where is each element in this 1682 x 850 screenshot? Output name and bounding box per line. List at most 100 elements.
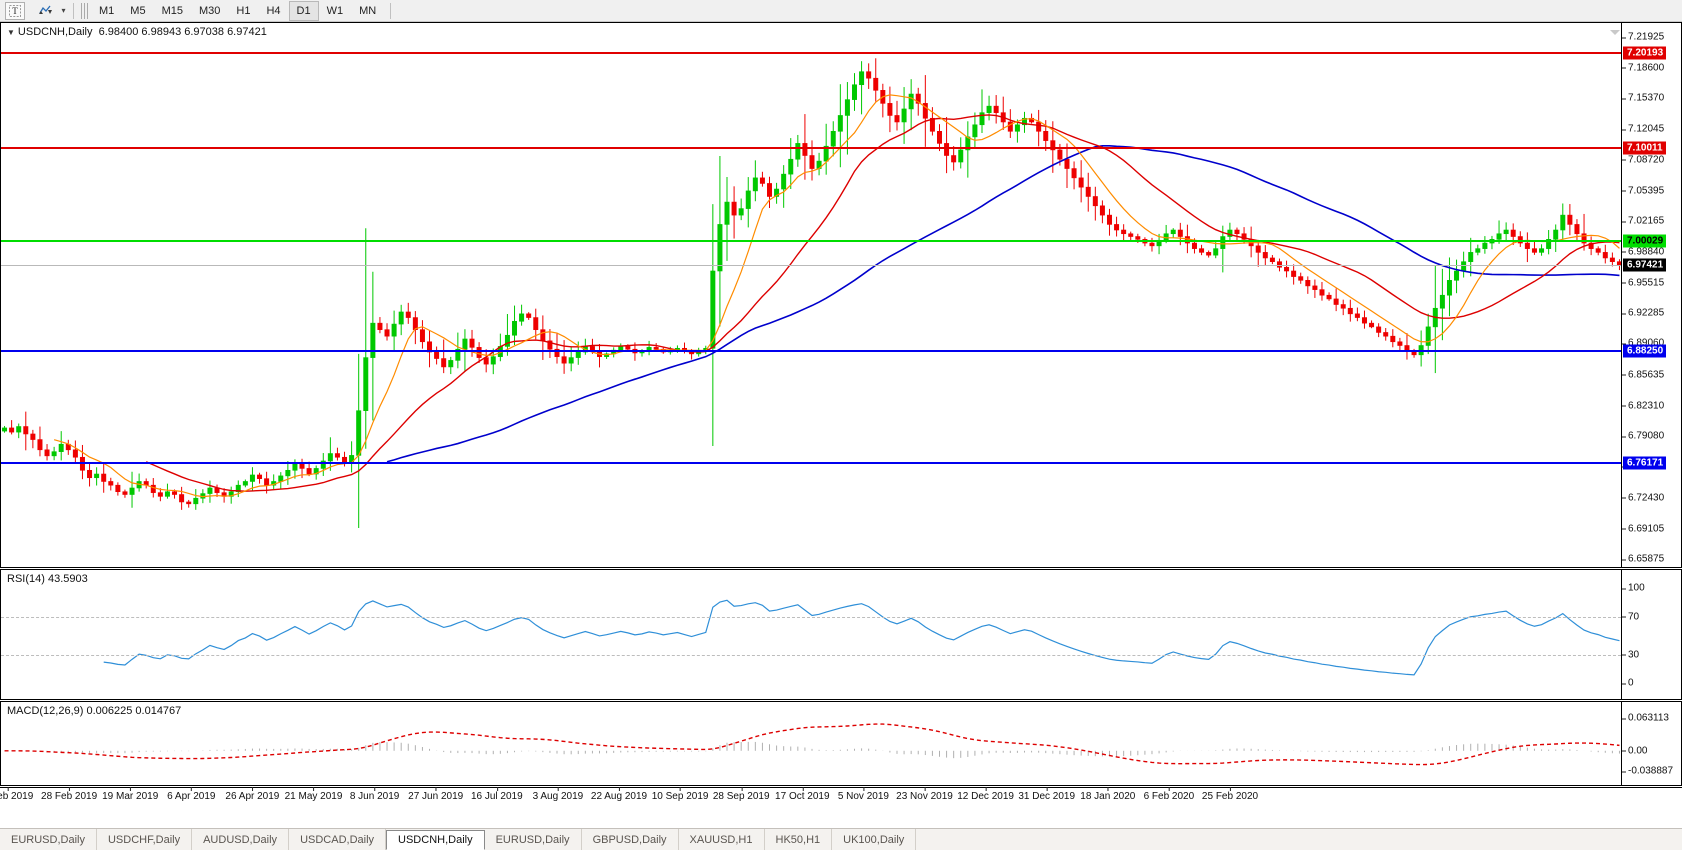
macd-label: MACD(12,26,9) 0.006225 0.014767 bbox=[7, 705, 182, 717]
chart-tab-label: GBPUSD,Daily bbox=[592, 833, 667, 846]
timeframe-group: M1 M5 M15 M30 H1 H4 D1 W1 MN bbox=[91, 0, 384, 21]
timeframe-label: M15 bbox=[161, 4, 183, 17]
chart-tab-label: USDCNH,Daily bbox=[398, 834, 473, 846]
toolbar-drag-handle[interactable] bbox=[81, 2, 88, 19]
price-tick: 7.08720 bbox=[1622, 154, 1664, 165]
rsi-tick: 30 bbox=[1622, 649, 1639, 660]
chart-tab-uk100-daily[interactable]: UK100,Daily bbox=[832, 829, 917, 850]
chart-tab-audusd-daily[interactable]: AUDUSD,Daily bbox=[192, 829, 290, 850]
rsi-level-70 bbox=[1, 616, 1621, 618]
price-tick: 7.15370 bbox=[1622, 93, 1664, 104]
timeframe-label: D1 bbox=[296, 4, 311, 17]
level-line-resistance-2[interactable] bbox=[1, 146, 1621, 149]
timeframe-label: H4 bbox=[266, 4, 281, 17]
timeframe-m5[interactable]: M5 bbox=[122, 1, 153, 21]
rsi-plot[interactable] bbox=[1, 570, 1621, 699]
date-axis[interactable]: 9 Feb 2019 28 Feb 2019 19 Mar 2019 6 Apr 20… bbox=[0, 787, 1682, 828]
text-tool-icon[interactable]: T bbox=[5, 1, 25, 20]
timeframe-label: W1 bbox=[326, 4, 344, 17]
chart-tab-label: USDCAD,Daily bbox=[300, 833, 375, 846]
rsi-label: RSI(14) 43.5903 bbox=[7, 573, 88, 585]
chart-tab-label: HK50,H1 bbox=[775, 833, 821, 846]
price-level-tag: 6.88250 bbox=[1623, 344, 1667, 358]
date-tick: 12 Dec 2019 bbox=[957, 787, 1014, 802]
scroll-indicator-icon bbox=[1610, 30, 1620, 35]
date-tick: 23 Nov 2019 bbox=[896, 787, 953, 802]
price-panel[interactable]: ▼ USDCNH,Daily 6.98400 6.98943 6.97038 6.… bbox=[0, 22, 1682, 568]
rsi-axis: 100 70 30 0 bbox=[1621, 570, 1681, 699]
price-level-tag: 7.00029 bbox=[1623, 234, 1667, 248]
timeframe-label: H1 bbox=[236, 4, 251, 17]
chart-tab-hk50-h1[interactable]: HK50,H1 bbox=[765, 829, 833, 850]
price-tick: 6.65875 bbox=[1622, 554, 1664, 565]
toolbar-separator-2 bbox=[390, 2, 392, 19]
caret-glyph: ▾ bbox=[61, 6, 66, 15]
date-tick: 26 Apr 2019 bbox=[225, 787, 280, 802]
rsi-panel[interactable]: RSI(14) 43.5903 100 70 30 0 bbox=[0, 569, 1682, 700]
date-tick: 22 Aug 2019 bbox=[590, 787, 648, 802]
level-line-support-2[interactable] bbox=[1, 462, 1621, 465]
timeframe-mn[interactable]: MN bbox=[351, 1, 384, 21]
level-line-resistance-1[interactable] bbox=[1, 52, 1621, 55]
macd-plot[interactable] bbox=[1, 702, 1621, 785]
chart-tab-eurusd-daily[interactable]: EURUSD,Daily bbox=[485, 829, 582, 850]
price-tick: 6.98840 bbox=[1622, 246, 1664, 257]
price-tick: 6.89060 bbox=[1622, 338, 1664, 349]
svg-text:T: T bbox=[12, 6, 18, 16]
chart-tab-gbpusd-daily[interactable]: GBPUSD,Daily bbox=[582, 829, 679, 850]
indicators-icon[interactable] bbox=[33, 1, 57, 21]
chart-tab-usdcad-daily[interactable]: USDCAD,Daily bbox=[289, 829, 387, 850]
rsi-tick: 100 bbox=[1622, 583, 1645, 594]
timeframe-label: M30 bbox=[198, 4, 221, 17]
chart-tab-usdchf-daily[interactable]: USDCHF,Daily bbox=[97, 829, 193, 850]
toolbar-separator bbox=[73, 2, 74, 19]
date-tick: 10 Sep 2019 bbox=[651, 787, 709, 802]
date-tick: 3 Aug 2019 bbox=[532, 787, 584, 802]
date-tick: 25 Feb 2020 bbox=[1201, 787, 1259, 802]
timeframe-w1[interactable]: W1 bbox=[319, 1, 352, 21]
chart-tab-eurusd-daily[interactable]: EURUSD,Daily bbox=[0, 829, 97, 850]
macd-tick: -0.038887 bbox=[1622, 766, 1673, 777]
ohlc-values: 6.98400 6.98943 6.97038 6.97421 bbox=[98, 26, 267, 38]
collapse-icon[interactable]: ▼ bbox=[7, 28, 15, 37]
timeframe-m30[interactable]: M30 bbox=[191, 1, 228, 21]
chart-tab-xauusd-h1[interactable]: XAUUSD,H1 bbox=[679, 829, 765, 850]
date-tick: 9 Feb 2019 bbox=[0, 787, 33, 802]
chart-header: ▼ USDCNH,Daily 6.98400 6.98943 6.97038 6.… bbox=[7, 26, 267, 38]
rsi-tick: 0 bbox=[1622, 678, 1634, 689]
date-tick: 6 Feb 2020 bbox=[1143, 787, 1195, 802]
price-axis[interactable]: 7.21925 7.18600 7.15370 7.12045 7.08720 7.053… bbox=[1621, 23, 1681, 567]
top-toolbar: T ▾ M1 M5 M15 M30 H1 H4 D1 W1 MN bbox=[0, 0, 1682, 22]
rsi-tick: 70 bbox=[1622, 611, 1639, 622]
chart-tab-usdcnh-daily[interactable]: USDCNH,Daily bbox=[386, 830, 485, 850]
date-tick: 19 Mar 2019 bbox=[102, 787, 159, 802]
price-level-tag: 6.97421 bbox=[1623, 258, 1667, 272]
price-tick: 6.79080 bbox=[1622, 431, 1664, 442]
timeframe-m15[interactable]: M15 bbox=[154, 1, 191, 21]
price-level-tag: 6.76171 bbox=[1623, 456, 1667, 470]
rsi-level-30 bbox=[1, 654, 1621, 656]
date-tick: 16 Jul 2019 bbox=[470, 787, 523, 802]
level-line-parity-level[interactable] bbox=[1, 239, 1621, 242]
price-tick: 6.82310 bbox=[1622, 400, 1664, 411]
date-tick: 21 May 2019 bbox=[284, 787, 343, 802]
candlestick-chart bbox=[2, 58, 1621, 528]
price-tick: 6.72430 bbox=[1622, 492, 1664, 503]
timeframe-label: MN bbox=[359, 4, 377, 17]
timeframe-d1[interactable]: D1 bbox=[288, 0, 319, 21]
level-line-support-1[interactable] bbox=[1, 349, 1621, 352]
indicators-dropdown-caret[interactable]: ▾ bbox=[57, 1, 69, 21]
price-level-tag: 7.10011 bbox=[1623, 141, 1666, 155]
date-tick: 5 Nov 2019 bbox=[837, 787, 889, 802]
chart-tab-label: XAUUSD,H1 bbox=[689, 833, 753, 846]
price-level-tag: 7.20193 bbox=[1623, 46, 1667, 60]
timeframe-m1[interactable]: M1 bbox=[91, 1, 122, 21]
price-plot[interactable] bbox=[1, 23, 1621, 567]
timeframe-h4[interactable]: H4 bbox=[258, 1, 288, 21]
date-tick: 8 Jun 2019 bbox=[349, 787, 400, 802]
symbol-label: USDCNH,Daily bbox=[17, 26, 93, 38]
macd-panel[interactable]: MACD(12,26,9) 0.006225 0.014767 0.063113… bbox=[0, 701, 1682, 786]
timeframe-h1[interactable]: H1 bbox=[228, 1, 258, 21]
price-tick: 6.92285 bbox=[1622, 308, 1664, 319]
